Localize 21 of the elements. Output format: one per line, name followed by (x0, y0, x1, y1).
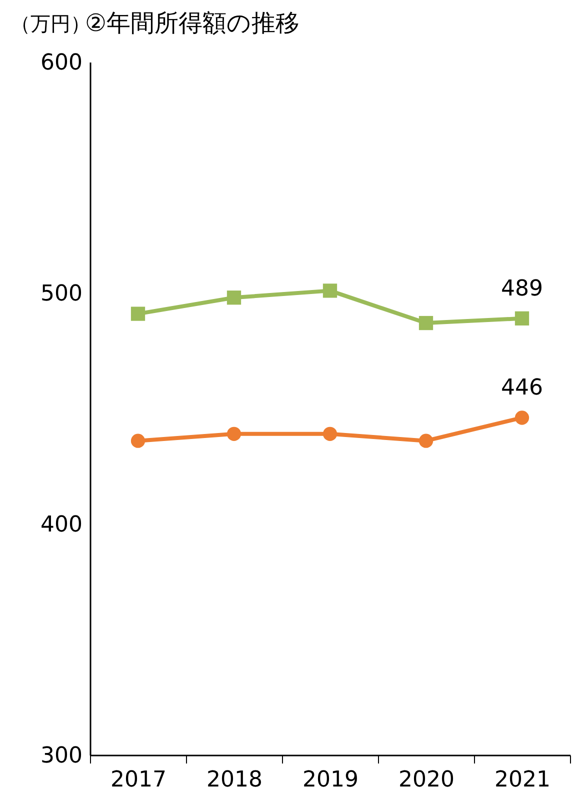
point (130, 306, 146, 321)
x-tick-label: 2018 (206, 768, 262, 792)
x-tick-label: 2020 (398, 768, 454, 792)
point (322, 284, 338, 298)
point (322, 426, 338, 441)
x-tick-label: 2017 (110, 768, 166, 792)
x-tick-label: 2019 (302, 768, 358, 792)
y-tick-label: 600 (40, 50, 82, 76)
y-tick-label: 300 (40, 744, 82, 768)
point (130, 434, 146, 448)
point (418, 434, 434, 448)
point (514, 311, 530, 326)
point (226, 290, 242, 305)
point (418, 316, 434, 330)
point (226, 426, 242, 441)
data-label: 446 (501, 376, 543, 401)
x-tick-label: 2021 (494, 768, 550, 792)
point (514, 410, 530, 425)
y-tick-label: 400 (40, 512, 82, 538)
data-label: 489 (501, 276, 543, 302)
y-tick-label: 500 (40, 282, 82, 306)
